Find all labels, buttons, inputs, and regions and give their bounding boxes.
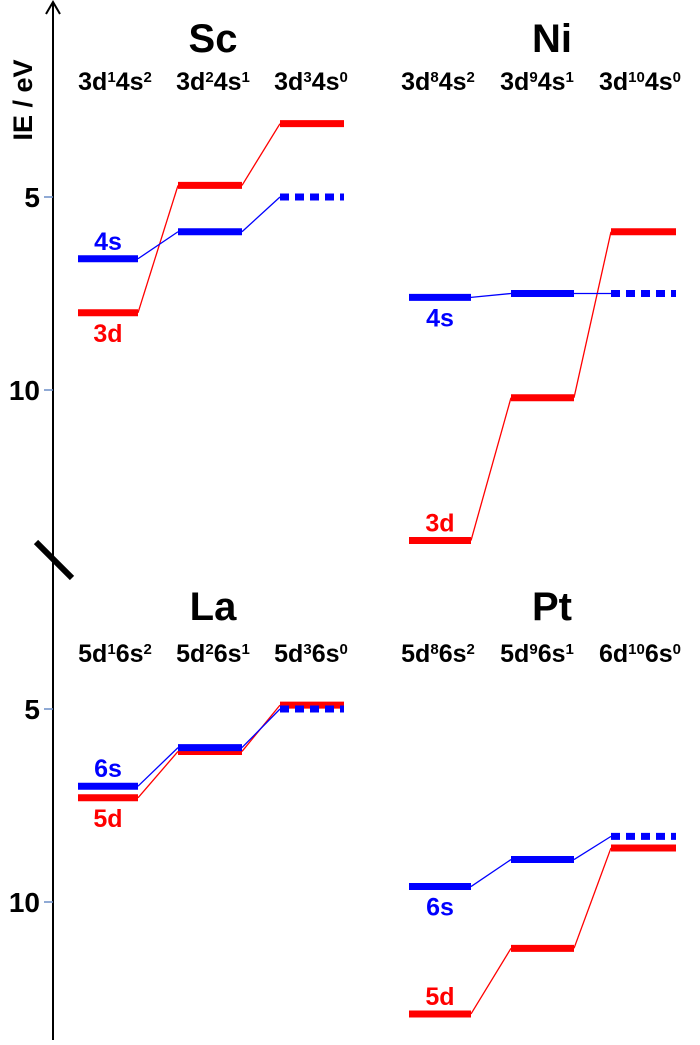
level-connector	[241, 708, 281, 749]
orbital-label-5d: 5d	[425, 983, 454, 1011]
series-4s: 4s	[78, 193, 344, 263]
orbital-label-3d: 3d	[93, 320, 122, 348]
configuration-label: 3d84s2	[401, 68, 475, 96]
orbital-label-3d: 3d	[425, 510, 454, 538]
configuration-label: 5d26s1	[176, 640, 250, 668]
element-title: Pt	[532, 585, 572, 629]
level-connector	[470, 292, 512, 299]
level-connector	[573, 847, 612, 949]
y-axis-arrowhead	[45, 0, 61, 15]
level-connector	[241, 123, 281, 186]
configuration-label: 5d96s1	[500, 640, 574, 668]
configuration-label: 3d14s2	[78, 68, 152, 96]
level-connector	[470, 947, 512, 1015]
orbital-label-4s: 4s	[94, 228, 122, 256]
y-axis-label: IE / eV	[8, 59, 38, 140]
orbital-label-5d: 5d	[93, 805, 122, 833]
orbital-label-4s: 4s	[426, 304, 454, 332]
series-5d: 5d	[78, 701, 344, 833]
y-tick-label: 5	[24, 182, 40, 213]
level-connector	[470, 397, 512, 541]
panels: Sc 3d14s2 3d24s1 3d34s0 3d 4s Ni 3d84s2 3d94s1 3d…	[78, 17, 681, 1018]
level-connector	[470, 859, 512, 888]
series-6s: 6s	[409, 832, 676, 922]
panel-la: La 5d16s2 5d26s1 5d36s0 5d 6s	[78, 585, 348, 833]
element-title: Ni	[532, 17, 572, 61]
y-tick-label: 5	[24, 694, 40, 725]
configuration-label: 3d94s1	[500, 68, 574, 96]
orbital-label-6s: 6s	[426, 894, 454, 922]
panel-pt: Pt 5d86s2 5d96s1 6d106s0 5d 6s	[401, 585, 681, 1018]
series-3d: 3d	[409, 228, 676, 545]
configuration-label: 5d16s2	[78, 640, 152, 668]
level-connector	[573, 231, 612, 398]
level-connector	[137, 231, 179, 260]
axis-break-mark	[33, 539, 75, 581]
configuration-label: 3d104s0	[599, 68, 681, 96]
y-tick-label: 10	[9, 375, 40, 406]
series-6s: 6s	[78, 705, 344, 790]
series-5d: 5d	[409, 844, 676, 1018]
configuration-label: 3d24s1	[176, 68, 250, 96]
level-connector	[137, 185, 179, 313]
orbital-label-6s: 6s	[94, 755, 122, 783]
panel-sc: Sc 3d14s2 3d24s1 3d34s0 3d 4s	[78, 17, 348, 348]
element-title: La	[190, 585, 237, 629]
level-connector	[241, 196, 281, 233]
level-connector	[137, 747, 179, 787]
series-3d: 3d	[78, 120, 344, 348]
series-4s: 4s	[409, 290, 676, 332]
configuration-label: 5d36s0	[274, 640, 348, 668]
element-title: Sc	[189, 17, 238, 61]
configuration-label: 6d106s0	[599, 640, 681, 668]
configuration-label: 3d34s0	[274, 68, 348, 96]
y-axis: IE / eV 5 10 5 10	[8, 0, 75, 1040]
level-connector	[573, 835, 612, 861]
panel-ni: Ni 3d84s2 3d94s1 3d104s0 3d 4s	[401, 17, 681, 545]
level-connector	[137, 751, 179, 799]
y-tick-label: 10	[9, 887, 40, 918]
configuration-label: 5d86s2	[401, 640, 475, 668]
